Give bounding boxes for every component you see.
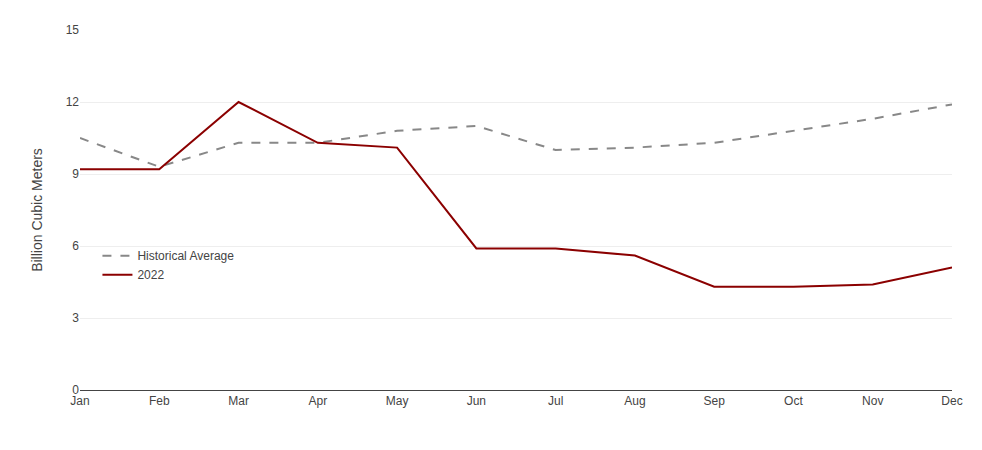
svg-text:Billion Cubic Meters: Billion Cubic Meters: [29, 148, 45, 272]
svg-text:Dec: Dec: [941, 394, 962, 408]
svg-text:Apr: Apr: [308, 394, 327, 408]
svg-text:Historical Average: Historical Average: [137, 249, 234, 263]
svg-text:Sep: Sep: [704, 394, 726, 408]
svg-text:12: 12: [66, 95, 80, 109]
svg-text:Nov: Nov: [862, 394, 883, 408]
svg-text:Mar: Mar: [228, 394, 249, 408]
svg-text:Jun: Jun: [467, 394, 486, 408]
svg-text:6: 6: [72, 239, 79, 253]
svg-text:May: May: [386, 394, 409, 408]
svg-text:Jan: Jan: [70, 394, 89, 408]
svg-text:Feb: Feb: [149, 394, 170, 408]
svg-text:2022: 2022: [137, 268, 164, 282]
svg-text:9: 9: [72, 167, 79, 181]
svg-text:15: 15: [66, 23, 80, 37]
svg-text:Aug: Aug: [624, 394, 645, 408]
svg-text:Jul: Jul: [548, 394, 563, 408]
svg-text:0: 0: [72, 383, 79, 397]
svg-text:3: 3: [72, 311, 79, 325]
svg-text:Oct: Oct: [784, 394, 803, 408]
